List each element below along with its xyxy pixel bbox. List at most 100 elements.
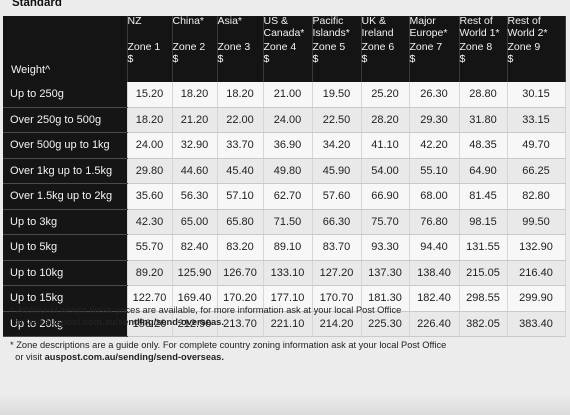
price-cell: 82.80 [507,183,566,210]
zone-header: NZ Zone 1 $ [127,15,173,82]
price-cell: 28.20 [361,107,410,133]
price-cell: 31.80 [459,107,508,133]
price-cell: 75.70 [361,209,410,235]
price-cell: 42.30 [127,209,173,235]
price-cell: 22.00 [217,107,264,133]
price-cell: 15.20 [127,82,173,108]
weight-label: Up to 20kg [3,311,128,337]
table-row: Over 1.5kg up to 2kg 35.60 56.30 57.10 62.70… [3,183,566,210]
zone-number: Zone 5 [312,41,346,53]
footnote-weight: ^ Additional weight break prices are ava… [10,305,560,328]
price-cell: 34.20 [312,132,362,159]
zone-header: Asia* Zone 3 $ [217,15,264,82]
price-cell: 36.90 [263,132,313,159]
zone-number: Zone 1 [127,41,161,53]
footnotes: ^ Additional weight break prices are ava… [10,305,560,375]
footnote-link[interactable]: auspost.com.au/sending/send-overseas. [44,351,224,362]
price-cell: 383.40 [507,311,566,337]
table-row: Up to 5kg 55.70 82.40 83.20 89.10 83.70 93.30 9… [3,234,566,261]
price-cell: 66.30 [312,209,362,235]
zone-currency: $ [361,52,368,65]
zone-number: Zone 3 [217,41,251,53]
zone-number: Zone 7 [409,41,443,53]
price-cell: 32.90 [172,132,218,159]
price-cell: 82.40 [172,234,218,261]
price-cell: 57.10 [217,183,264,210]
price-cell: 99.50 [507,209,566,235]
price-cell: 22.50 [312,107,362,133]
footnote-visit-text: or visit [15,351,43,362]
zone-header: US & Canada* Zone 4 $ [263,15,313,82]
price-cell: 215.05 [459,260,508,286]
price-cell: 41.10 [361,132,410,159]
weight-column-header: Weight^ [3,16,128,82]
price-cell: 126.70 [217,260,264,286]
price-cell: 177.10 [263,285,313,312]
price-cell: 156.20 [127,311,173,337]
table-row: Up to 10kg 89.20 125.90 126.70 133.10 127.20 1… [3,260,566,286]
price-cell: 45.40 [217,158,264,184]
weight-label: Over 250g to 500g [3,107,128,133]
price-cell: 68.00 [409,183,460,210]
price-cell: 57.60 [312,183,362,210]
price-cell: 48.35 [459,132,508,159]
footnote-marker: ^ [10,305,15,315]
zone-name: China* [172,15,205,27]
price-cell: 19.50 [312,82,362,108]
price-cell: 64.90 [459,158,508,184]
price-cell: 138.40 [409,260,460,286]
zone-name: Pacific Islands* [312,15,350,39]
price-cell: 226.40 [409,311,460,337]
price-cell: 29.30 [409,107,460,133]
price-cell: 56.30 [172,183,218,210]
rates-table: Weight^ NZ Zone 1 $ China* Zone 2 $ Asia* Zon… [3,15,566,337]
price-cell: 24.00 [263,107,313,133]
price-cell: 83.20 [217,234,264,261]
zone-header: Rest of World 2* Zone 9 $ [507,15,566,82]
footnote-zone: * Zone descriptions are a guide only. Fo… [10,340,560,363]
price-cell: 213.70 [217,311,264,337]
weight-label: Over 1.5kg up to 2kg [3,183,128,210]
footnote-visit-text: or visit [15,316,43,327]
price-cell: 94.40 [409,234,460,261]
zone-currency: $ [409,52,416,65]
zone-name: Rest of World 2* [507,15,548,39]
price-cell: 29.80 [127,158,173,184]
zone-number: Zone 8 [459,41,493,53]
price-cell: 216.40 [507,260,566,286]
zone-currency: $ [127,52,134,65]
price-cell: 170.70 [312,285,362,312]
zone-name: Major Europe* [409,15,448,39]
price-cell: 170.20 [217,285,264,312]
price-cell: 76.80 [409,209,460,235]
weight-label: Up to 3kg [3,209,128,235]
price-cell: 54.00 [361,158,410,184]
price-cell: 181.30 [361,285,410,312]
footnote-link[interactable]: auspost.com.au/sending/send-overseas. [44,316,224,327]
price-cell: 18.20 [127,107,173,133]
price-cell: 131.55 [459,234,508,261]
price-cell: 132.90 [507,234,566,261]
zone-number: Zone 6 [361,41,395,53]
price-cell: 214.20 [312,311,362,337]
zone-name: US & Canada* [263,15,305,39]
price-cell: 55.70 [127,234,173,261]
zone-header: UK & Ireland Zone 6 $ [361,15,410,82]
price-cell: 49.70 [507,132,566,159]
price-cell: 44.60 [172,158,218,184]
zone-number: Zone 2 [172,41,206,53]
table-row: Over 250g to 500g 18.20 21.20 22.00 24.00 22.… [3,107,566,133]
price-cell: 83.70 [312,234,362,261]
table-row: Up to 20kg 156.20 212.90 213.70 221.10 214.20… [3,311,566,337]
price-cell: 71.50 [263,209,313,235]
table-header-row: Weight^ NZ Zone 1 $ China* Zone 2 $ Asia* Zon… [3,15,566,82]
zone-currency: $ [217,52,224,65]
price-cell: 212.90 [172,311,218,337]
zone-currency: $ [459,52,466,65]
price-cell: 133.10 [263,260,313,286]
table-row: Up to 250g 15.20 18.20 18.20 21.00 19.50 25.20… [3,82,566,108]
price-cell: 221.10 [263,311,313,337]
zone-currency: $ [312,52,319,65]
price-cell: 89.20 [127,260,173,286]
price-cell: 33.15 [507,107,566,133]
